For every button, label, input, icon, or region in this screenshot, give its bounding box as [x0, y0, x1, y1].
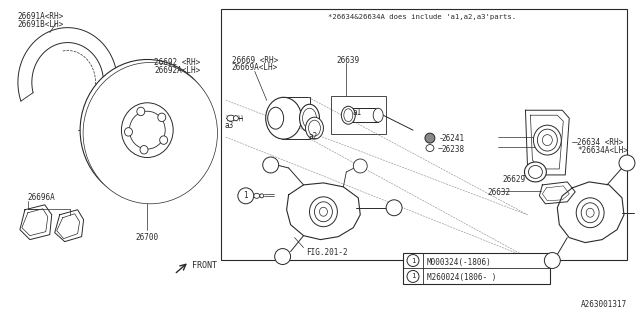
Ellipse shape [227, 115, 235, 121]
Text: 26629: 26629 [502, 175, 525, 184]
Ellipse shape [80, 60, 214, 201]
Bar [282, 97, 310, 139]
Text: M000324(-1806): M000324(-1806) [427, 258, 492, 267]
Circle shape [407, 270, 419, 283]
Text: 1: 1 [243, 191, 248, 200]
Ellipse shape [319, 207, 328, 216]
Ellipse shape [586, 208, 594, 217]
Text: 26634 <RH>: 26634 <RH> [577, 138, 623, 147]
Text: A263001317: A263001317 [580, 300, 627, 309]
Text: 26692 <RH>: 26692 <RH> [154, 59, 200, 68]
Ellipse shape [344, 109, 353, 122]
Bar [403, 252, 550, 284]
Ellipse shape [373, 108, 383, 122]
Ellipse shape [581, 203, 599, 223]
Text: 26639: 26639 [337, 55, 360, 65]
Ellipse shape [314, 202, 332, 222]
Bar [353, 108, 378, 122]
Text: 26238: 26238 [442, 145, 465, 154]
Ellipse shape [310, 197, 337, 227]
Text: *26634A<LH>: *26634A<LH> [577, 146, 628, 155]
Ellipse shape [266, 97, 301, 139]
Circle shape [353, 159, 367, 173]
Ellipse shape [268, 107, 284, 129]
Ellipse shape [300, 104, 319, 132]
Text: 1: 1 [411, 273, 415, 279]
Ellipse shape [426, 145, 434, 152]
Ellipse shape [303, 108, 316, 128]
Circle shape [263, 157, 278, 173]
Ellipse shape [538, 129, 557, 151]
Ellipse shape [160, 136, 168, 144]
Ellipse shape [524, 162, 547, 182]
Text: 26692A<LH>: 26692A<LH> [154, 67, 200, 76]
Ellipse shape [260, 194, 264, 198]
Bar [221, 9, 627, 260]
Ellipse shape [83, 62, 218, 204]
Text: 26700: 26700 [136, 233, 159, 242]
Text: a3: a3 [225, 121, 234, 130]
Ellipse shape [305, 117, 323, 139]
Text: M260024(1806- ): M260024(1806- ) [427, 274, 496, 283]
Text: 26691B<LH>: 26691B<LH> [18, 20, 64, 29]
Circle shape [238, 188, 254, 204]
Ellipse shape [308, 120, 321, 136]
Ellipse shape [140, 146, 148, 154]
Ellipse shape [533, 125, 561, 155]
Ellipse shape [137, 107, 145, 116]
Text: 1: 1 [411, 258, 415, 263]
Text: 26696A: 26696A [28, 193, 56, 202]
Text: 26632: 26632 [488, 188, 511, 197]
Ellipse shape [108, 89, 186, 171]
Circle shape [619, 155, 635, 171]
Ellipse shape [425, 133, 435, 143]
Ellipse shape [254, 193, 260, 198]
Ellipse shape [234, 116, 238, 121]
Text: 26669A<LH>: 26669A<LH> [232, 63, 278, 72]
Ellipse shape [124, 128, 132, 136]
Ellipse shape [576, 198, 604, 228]
Ellipse shape [542, 135, 552, 146]
Text: a1: a1 [352, 108, 362, 117]
Circle shape [275, 249, 291, 265]
Bar [332, 96, 386, 134]
Ellipse shape [122, 103, 173, 157]
Ellipse shape [529, 165, 542, 179]
Ellipse shape [158, 113, 166, 122]
Ellipse shape [129, 111, 165, 149]
Text: FIG.201-2: FIG.201-2 [307, 248, 348, 257]
Text: 26691A<RH>: 26691A<RH> [18, 12, 64, 21]
Circle shape [545, 252, 560, 268]
Circle shape [407, 254, 419, 267]
Ellipse shape [341, 106, 355, 124]
Text: *26634&26634A does include 'a1,a2,a3'parts.: *26634&26634A does include 'a1,a2,a3'par… [328, 14, 516, 20]
Text: FRONT: FRONT [192, 261, 217, 270]
Text: 26669 <RH>: 26669 <RH> [232, 55, 278, 65]
Circle shape [386, 200, 402, 216]
Text: a2: a2 [308, 132, 318, 141]
Text: 26241: 26241 [442, 134, 465, 143]
